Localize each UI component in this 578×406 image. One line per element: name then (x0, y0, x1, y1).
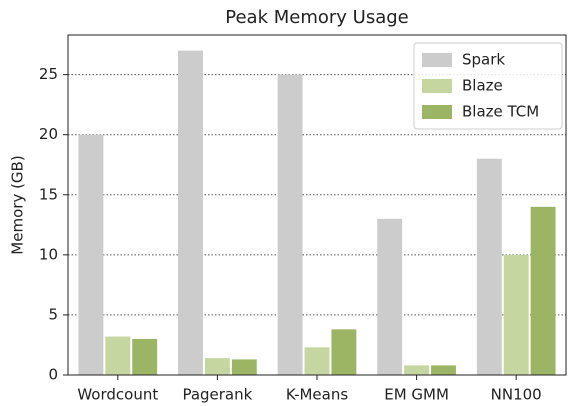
bar (431, 365, 456, 375)
chart-title: Peak Memory Usage (225, 7, 408, 28)
x-tick-label: K-Means (286, 386, 349, 404)
bar (530, 206, 556, 375)
legend-swatch (422, 53, 452, 67)
bar (304, 347, 330, 375)
legend-swatch (422, 105, 452, 119)
bar (78, 134, 104, 375)
y-tick-label: 15 (39, 185, 58, 203)
y-tick-label: 20 (39, 125, 58, 143)
bar (503, 254, 529, 375)
x-tick-label: NN100 (491, 386, 542, 404)
y-tick-label: 5 (48, 305, 58, 323)
bar (377, 218, 403, 375)
bar (476, 158, 502, 375)
legend-label: Spark (462, 51, 505, 69)
bar (105, 336, 131, 375)
bar (331, 329, 357, 375)
y-tick-label: 10 (39, 245, 58, 263)
legend-label: Blaze (462, 77, 503, 95)
bar (178, 50, 203, 375)
bar (132, 338, 158, 375)
axes-frame (67, 34, 567, 376)
legend-swatch (422, 79, 452, 93)
y-tick-label: 25 (39, 65, 58, 83)
legend-label: Blaze TCM (462, 103, 539, 121)
x-tick-label: Pagerank (182, 386, 252, 404)
bar (404, 365, 430, 375)
x-tick-label: EM GMM (384, 386, 449, 404)
y-tick-label: 0 (48, 366, 58, 384)
x-tick-label: Wordcount (77, 386, 158, 404)
bar (231, 359, 257, 375)
y-axis-label: Memory (GB) (9, 155, 27, 254)
bar (277, 74, 303, 376)
bar (204, 358, 230, 375)
